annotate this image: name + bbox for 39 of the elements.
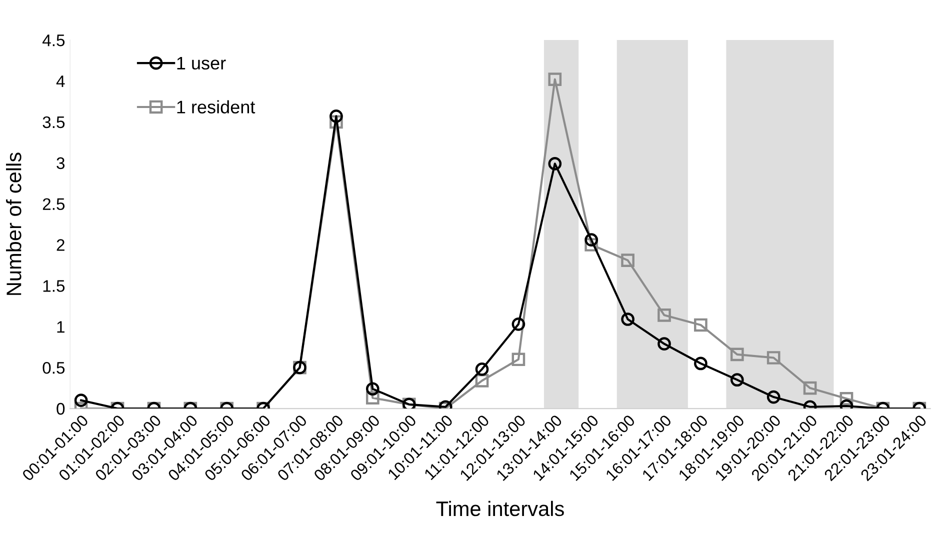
point <box>621 254 634 267</box>
x-axis-title: Time intervals <box>436 500 564 516</box>
y-tick-label: 4 <box>56 76 65 88</box>
y-tick-label: 0.5 <box>42 362 65 374</box>
y-tick-label: 1 <box>57 321 64 333</box>
point <box>330 110 343 123</box>
point <box>475 362 489 376</box>
point <box>548 72 562 86</box>
point <box>803 381 817 395</box>
point <box>766 390 780 404</box>
y-axis-title: Number of cells <box>6 152 22 295</box>
point <box>584 238 598 252</box>
point <box>694 356 708 370</box>
point <box>766 351 780 364</box>
point <box>621 312 634 326</box>
y-tick-label: 0 <box>56 402 65 415</box>
point <box>694 318 708 332</box>
y-tick-label: 2.5 <box>42 198 65 210</box>
point <box>840 392 854 406</box>
legend-label: 1 resident <box>177 100 256 114</box>
y-tick-label: 2 <box>56 239 64 251</box>
y-tick-label: 1.5 <box>43 280 65 292</box>
y-tick-label: 3.5 <box>42 116 65 128</box>
point <box>475 374 489 388</box>
point <box>730 348 744 362</box>
point <box>330 115 343 129</box>
point <box>512 318 526 331</box>
point <box>366 382 380 396</box>
point <box>548 157 562 170</box>
point <box>730 373 744 387</box>
y-tick-label: 4.5 <box>42 34 65 46</box>
point <box>366 391 380 405</box>
point <box>658 308 671 322</box>
legend-label: 1 user <box>177 56 226 70</box>
point <box>74 394 88 407</box>
point <box>658 337 671 350</box>
y-tick-label: 3 <box>56 157 65 170</box>
point <box>584 233 598 247</box>
point <box>512 352 526 366</box>
